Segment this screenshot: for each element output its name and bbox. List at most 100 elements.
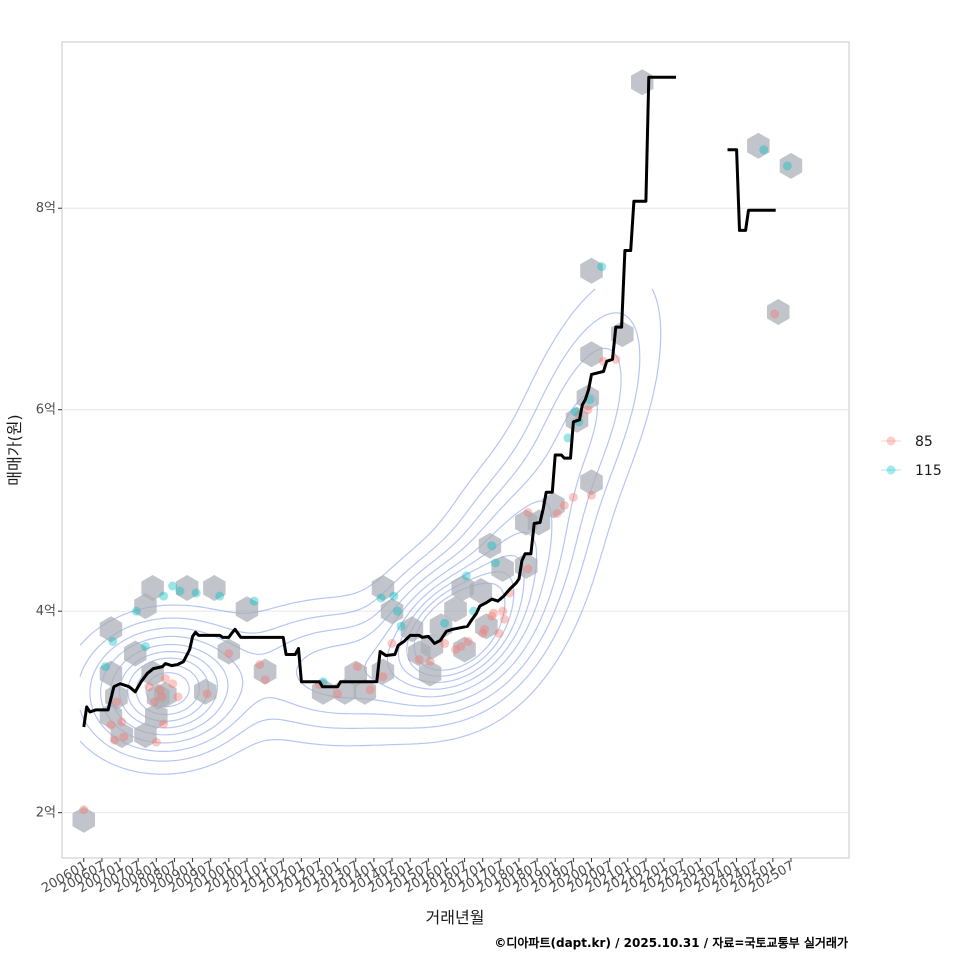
hexbin-cell bbox=[353, 678, 377, 705]
source-caption: ©디아파트(dapt.kr) / 2025.10.31 / 자료=국토교통부 실… bbox=[494, 935, 848, 950]
point-85 bbox=[425, 657, 435, 667]
point-85 bbox=[583, 405, 593, 415]
point-85 bbox=[451, 644, 460, 654]
trend-line bbox=[82, 75, 676, 728]
trend-line bbox=[727, 148, 776, 232]
hexbin-cell bbox=[141, 575, 164, 601]
hexbin-cell bbox=[580, 469, 603, 496]
density-contour bbox=[79, 288, 662, 775]
y-tick-label: 2억 bbox=[36, 806, 56, 821]
point-85 bbox=[463, 636, 473, 646]
hexbin-cell bbox=[444, 596, 467, 623]
hexbin-cell bbox=[203, 575, 226, 601]
point-85 bbox=[523, 564, 533, 574]
point-85 bbox=[255, 660, 265, 670]
point-85 bbox=[157, 692, 167, 702]
point-115 bbox=[175, 586, 185, 596]
point-85 bbox=[489, 608, 499, 618]
point-85 bbox=[568, 492, 578, 502]
trend-line-layer bbox=[82, 75, 776, 728]
point-85 bbox=[770, 309, 780, 319]
point-115 bbox=[392, 606, 402, 616]
hexbin-cell bbox=[134, 722, 157, 749]
hexbin-cell bbox=[154, 681, 177, 708]
legend: 85 115 bbox=[881, 434, 942, 479]
hexbin-cell bbox=[420, 633, 444, 660]
hexbin-cell bbox=[145, 703, 168, 729]
hexbin-cell bbox=[453, 636, 476, 663]
y-tick-label: 6억 bbox=[36, 403, 56, 418]
legend-label-115: 115 bbox=[915, 463, 942, 479]
point-85 bbox=[106, 720, 116, 730]
point-85 bbox=[478, 628, 488, 638]
point-115 bbox=[782, 161, 792, 171]
hexbin-cell bbox=[194, 678, 217, 705]
hexbin-cell bbox=[469, 578, 493, 604]
point-115 bbox=[140, 641, 150, 651]
hexbin-cell bbox=[72, 806, 95, 833]
y-tick-label: 4억 bbox=[36, 604, 56, 619]
point-85 bbox=[499, 614, 509, 624]
legend-key-85-dot bbox=[886, 436, 896, 446]
point-85 bbox=[387, 638, 397, 648]
hexbin-cell bbox=[344, 660, 367, 687]
hexbin-cell bbox=[418, 660, 442, 687]
hexbin-cell bbox=[175, 575, 199, 601]
point-85 bbox=[151, 737, 161, 747]
hexbin-cell bbox=[779, 152, 803, 179]
point-85 bbox=[365, 685, 375, 695]
point-85 bbox=[333, 689, 343, 699]
point-85 bbox=[144, 682, 154, 692]
point-115 bbox=[131, 606, 141, 616]
point-115 bbox=[461, 571, 471, 581]
hexbin-cell bbox=[747, 132, 770, 159]
point-85 bbox=[117, 717, 127, 727]
point-85 bbox=[260, 675, 270, 685]
hexbin-cell bbox=[124, 640, 147, 667]
y-axis-title: 매매가(원) bbox=[5, 414, 24, 485]
hexbin-cell bbox=[110, 722, 134, 749]
point-85 bbox=[456, 641, 466, 651]
legend-key-115-dot bbox=[886, 465, 896, 475]
point-85 bbox=[487, 611, 497, 621]
point-85 bbox=[202, 689, 212, 699]
point-115 bbox=[759, 145, 769, 155]
hexbin-cell bbox=[380, 598, 404, 625]
density-contour bbox=[79, 312, 641, 762]
hexbin-cell bbox=[235, 596, 259, 623]
hexbin-cell bbox=[580, 257, 603, 284]
point-115 bbox=[490, 558, 500, 568]
point-115 bbox=[440, 618, 450, 628]
hexbin-cell bbox=[99, 616, 123, 643]
point-85 bbox=[480, 624, 490, 634]
point-115 bbox=[487, 541, 497, 551]
point-85 bbox=[111, 697, 121, 707]
point-85 bbox=[159, 719, 169, 729]
point-85 bbox=[559, 500, 569, 510]
point-115 bbox=[597, 262, 607, 272]
hexbin-cell bbox=[767, 299, 790, 325]
legend-label-85: 85 bbox=[915, 434, 933, 450]
plot-panel bbox=[61, 41, 850, 859]
y-axis-ticks: 2억 4억 6억 8억 bbox=[36, 201, 62, 821]
point-85 bbox=[173, 692, 183, 702]
hexbin-cell bbox=[478, 532, 502, 559]
hexbin-cell bbox=[542, 492, 565, 519]
point-85 bbox=[378, 672, 388, 682]
y-tick-label: 8억 bbox=[36, 201, 56, 216]
x-axis-title: 거래년월 bbox=[426, 908, 485, 927]
hexbin-cell bbox=[475, 613, 498, 640]
point-115 bbox=[249, 596, 259, 606]
point-85 bbox=[168, 679, 178, 689]
hexbin-cell bbox=[253, 658, 277, 685]
point-85 bbox=[79, 805, 89, 815]
point-115 bbox=[101, 662, 111, 672]
point-115 bbox=[108, 636, 118, 646]
x-axis-ticks: 2006012006072007012007072008012008072009… bbox=[39, 858, 797, 896]
point-85 bbox=[587, 490, 597, 500]
point-85 bbox=[414, 655, 424, 665]
gridlines bbox=[62, 207, 849, 814]
point-85 bbox=[155, 685, 165, 695]
point-85 bbox=[523, 507, 533, 517]
